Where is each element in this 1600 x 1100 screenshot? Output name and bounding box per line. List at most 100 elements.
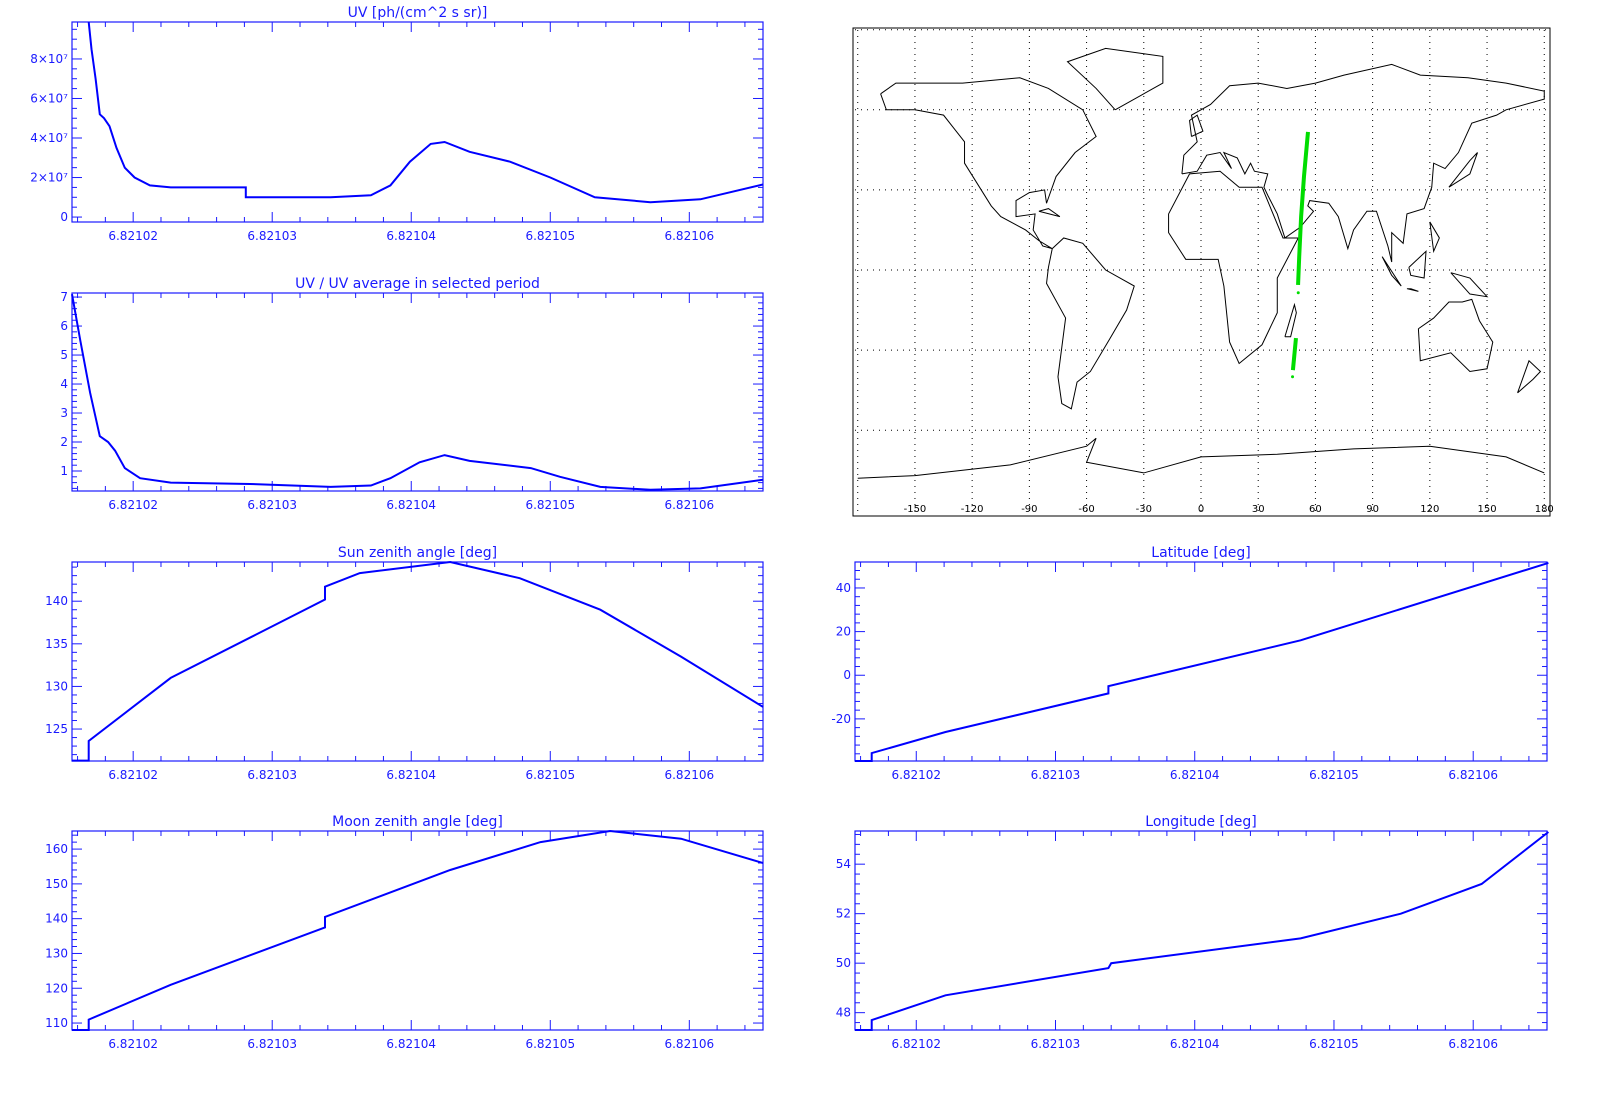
ground-track [1296,131,1310,286]
ground-track [1290,337,1298,371]
y-tick-label: 54 [836,857,851,871]
y-tick-label: 140 [45,594,68,608]
coastline [1189,114,1204,137]
coastline [1517,359,1542,394]
x-tick-label: 6.82103 [247,1037,297,1051]
x-tick-label: 6.82106 [1448,1037,1498,1051]
coastline [1046,237,1135,410]
lon-tick-label: 30 [1252,504,1265,515]
y-tick-label: 6×10⁷ [30,91,68,105]
coastline [1168,170,1300,365]
y-tick-label: -20 [831,712,851,726]
chart-lon: Longitude [deg] 6.82102 6.82103 6.82104 6.82… [836,814,1550,1051]
x-tick-label: 6.82103 [247,229,297,243]
y-tick-label: 130 [45,946,68,960]
y-tick-label: 4×10⁷ [30,131,68,145]
y-tick-label: 150 [45,877,68,891]
coastline [1038,208,1061,218]
plot-frame [71,292,764,492]
y-tick-label: 120 [45,981,68,995]
y-tick-label: 2 [60,435,68,449]
x-tick-label: 6.82103 [247,498,297,512]
x-tick-label: 6.82104 [386,768,436,782]
x-tick-label: 6.82102 [108,498,158,512]
y-tick-label: 48 [836,1006,851,1020]
x-tick-label: 6.82105 [525,229,575,243]
series-line-lon [855,831,1550,1031]
x-tick-label: 6.82102 [108,229,158,243]
series-line-moon [72,829,764,1031]
x-tick-label: 6.82104 [386,229,436,243]
map-frame [852,27,1551,517]
coastline [1429,221,1440,254]
series-line-sun [72,560,764,762]
x-tick-label: 6.82105 [525,498,575,512]
y-tick-label: 40 [836,581,851,595]
track-point [1296,291,1300,295]
y-tick-label: 135 [45,637,68,651]
lon-tick-label: -90 [1021,504,1037,515]
chart-moon: Moon zenith angle [deg] 6.82102 6.82103 6.8… [45,814,764,1051]
x-tick-label: 6.82106 [1448,768,1498,782]
coastline [1448,152,1478,188]
chart-lat: Latitude [deg] 6.82102 6.82103 6.82104 6.821… [831,545,1549,782]
plot-frame [71,830,764,1031]
y-tick-label: 5 [60,348,68,362]
y-tick-label: 130 [45,679,68,693]
y-tick-label: 6 [60,319,68,333]
y-tick-label: 0 [60,210,68,224]
y-tick-label: 4 [60,377,68,391]
lon-tick-label: 150 [1478,504,1497,515]
x-tick-label: 6.82105 [1309,768,1359,782]
lon-tick-label: -120 [961,504,984,515]
x-tick-label: 6.82102 [108,1037,158,1051]
lon-tick-label: 0 [1198,504,1204,515]
chart-title: Moon zenith angle [deg] [332,814,503,830]
lon-tick-label: -30 [1136,504,1152,515]
plot-frame [854,561,1548,762]
y-tick-label: 2×10⁷ [30,171,68,185]
coastline [1284,302,1297,338]
lon-tick-label: -60 [1078,504,1094,515]
series-line-ratio [71,294,764,491]
lon-tick-label: 90 [1366,504,1379,515]
x-tick-label: 6.82104 [1170,1037,1220,1051]
x-tick-label: 6.82106 [664,1037,714,1051]
series-line-lat [855,561,1549,762]
x-tick-label: 6.82104 [1170,768,1220,782]
x-tick-label: 6.82103 [1031,768,1081,782]
x-tick-label: 6.82103 [1031,1037,1081,1051]
x-tick-label: 6.82105 [525,1037,575,1051]
x-tick-label: 6.82102 [891,768,941,782]
y-tick-label: 1 [60,464,68,478]
x-tick-label: 6.82103 [247,768,297,782]
coastline [1450,272,1489,298]
x-tick-label: 6.82106 [664,498,714,512]
x-tick-label: 6.82104 [386,498,436,512]
chart-title: UV [ph/(cm^2 s sr)] [348,5,488,21]
coastline [1066,47,1164,111]
chart-title: Sun zenith angle [deg] [338,545,497,561]
plot-frame [71,561,764,762]
y-tick-label: 140 [45,912,68,926]
chart-ratio: UV / UV average in selected period 6.8210… [60,276,764,512]
chart-sun: Sun zenith angle [deg] 6.82102 6.82103 6.82… [45,545,764,782]
x-tick-label: 6.82106 [664,229,714,243]
coastline [1381,256,1402,287]
x-tick-label: 6.82104 [386,1037,436,1051]
y-tick-label: 110 [45,1016,68,1030]
y-tick-label: 3 [60,406,68,420]
series-line-uv [87,21,764,204]
plot-frame [854,830,1548,1031]
chart-title: Latitude [deg] [1151,545,1250,561]
world-map: -150 -120 -90 -60 -30 0 30 60 90 120 150 180 [852,27,1554,517]
y-tick-label: 160 [45,842,68,856]
lon-tick-label: 60 [1309,504,1322,515]
y-tick-label: 0 [843,668,851,682]
coastline [1417,298,1494,372]
coastline [1408,250,1427,279]
track-point [1291,375,1295,379]
plot-frame [71,21,764,223]
lon-tick-label: -150 [904,504,927,515]
